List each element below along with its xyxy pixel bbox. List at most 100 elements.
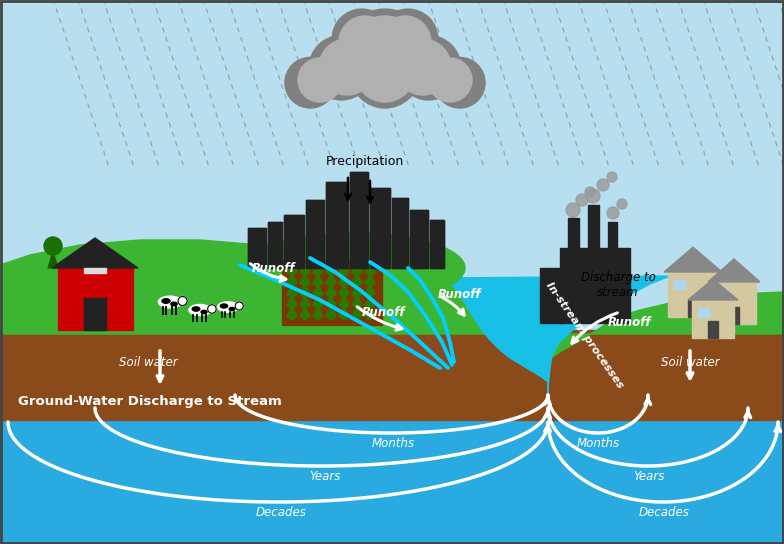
Polygon shape: [339, 274, 349, 287]
Bar: [560, 248, 630, 323]
Bar: [674, 280, 685, 289]
Circle shape: [434, 58, 485, 108]
Polygon shape: [326, 285, 336, 298]
Polygon shape: [287, 307, 297, 320]
Polygon shape: [708, 259, 760, 282]
Circle shape: [379, 16, 431, 68]
Text: Months: Months: [577, 437, 620, 450]
Polygon shape: [313, 307, 323, 320]
Polygon shape: [352, 307, 362, 320]
Circle shape: [178, 296, 187, 306]
Bar: [729, 307, 739, 324]
Bar: [718, 290, 729, 299]
Circle shape: [347, 16, 423, 92]
Text: Soil water: Soil water: [118, 355, 177, 368]
Bar: [282, 260, 382, 325]
Bar: [588, 205, 599, 253]
Circle shape: [597, 179, 609, 191]
Ellipse shape: [220, 304, 227, 308]
Bar: [430, 220, 444, 268]
Circle shape: [378, 9, 438, 69]
Bar: [248, 228, 266, 268]
Circle shape: [355, 42, 415, 102]
Circle shape: [566, 203, 580, 217]
Text: Decades: Decades: [639, 506, 690, 519]
Bar: [350, 172, 368, 268]
Bar: [708, 321, 718, 338]
Bar: [540, 268, 562, 323]
Polygon shape: [326, 263, 336, 276]
Polygon shape: [339, 307, 349, 320]
Bar: [84, 298, 106, 330]
Text: Decades: Decades: [256, 506, 307, 519]
Bar: [268, 222, 282, 268]
Bar: [392, 198, 408, 268]
Polygon shape: [0, 240, 784, 360]
Polygon shape: [287, 296, 297, 309]
Bar: [284, 215, 304, 268]
Polygon shape: [287, 274, 297, 287]
Text: Precipitation: Precipitation: [326, 155, 404, 168]
Bar: [370, 188, 390, 268]
Text: Runoff: Runoff: [252, 262, 296, 275]
Text: Soil water: Soil water: [661, 355, 719, 368]
Bar: [84, 268, 106, 273]
Polygon shape: [313, 285, 323, 298]
Bar: [284, 215, 304, 268]
Ellipse shape: [171, 302, 177, 306]
Text: Months: Months: [372, 437, 416, 450]
Polygon shape: [300, 274, 310, 287]
Bar: [392, 198, 408, 268]
Bar: [306, 200, 324, 268]
Polygon shape: [352, 285, 362, 298]
Circle shape: [332, 9, 392, 69]
Text: Discharge to
stream: Discharge to stream: [581, 271, 655, 299]
Polygon shape: [300, 263, 310, 276]
Circle shape: [44, 237, 62, 255]
Polygon shape: [300, 307, 310, 320]
Text: Runoff: Runoff: [608, 316, 652, 329]
Bar: [608, 222, 617, 252]
Polygon shape: [52, 238, 138, 268]
Circle shape: [617, 199, 627, 209]
Text: In-stream processes: In-stream processes: [544, 280, 626, 390]
Polygon shape: [326, 274, 336, 287]
Bar: [326, 182, 348, 268]
Bar: [268, 222, 282, 268]
Polygon shape: [365, 263, 375, 276]
Polygon shape: [352, 274, 362, 287]
Polygon shape: [326, 307, 336, 320]
Polygon shape: [339, 285, 349, 298]
Ellipse shape: [189, 305, 211, 316]
Polygon shape: [365, 307, 375, 320]
Bar: [58, 268, 133, 330]
Polygon shape: [688, 279, 738, 300]
Ellipse shape: [245, 233, 465, 303]
Polygon shape: [313, 296, 323, 309]
Circle shape: [428, 58, 472, 102]
Text: Runoff: Runoff: [362, 306, 405, 318]
Bar: [248, 228, 266, 268]
Circle shape: [341, 9, 429, 96]
Ellipse shape: [229, 307, 234, 311]
Polygon shape: [352, 263, 362, 276]
Circle shape: [339, 16, 391, 68]
Bar: [712, 282, 756, 324]
Text: Years: Years: [309, 470, 340, 483]
Circle shape: [208, 305, 216, 313]
Text: Years: Years: [633, 470, 665, 483]
Bar: [370, 188, 390, 268]
Ellipse shape: [201, 310, 207, 314]
Circle shape: [397, 35, 461, 100]
Polygon shape: [352, 296, 362, 309]
Circle shape: [298, 58, 342, 102]
Polygon shape: [445, 276, 670, 420]
Polygon shape: [339, 263, 349, 276]
Text: Ground-Water Discharge to Stream: Ground-Water Discharge to Stream: [18, 395, 281, 409]
Text: Runoff: Runoff: [438, 288, 481, 301]
Bar: [0, 330, 784, 420]
Bar: [350, 172, 368, 268]
Bar: [326, 182, 348, 268]
Circle shape: [607, 207, 619, 219]
Circle shape: [395, 39, 451, 95]
